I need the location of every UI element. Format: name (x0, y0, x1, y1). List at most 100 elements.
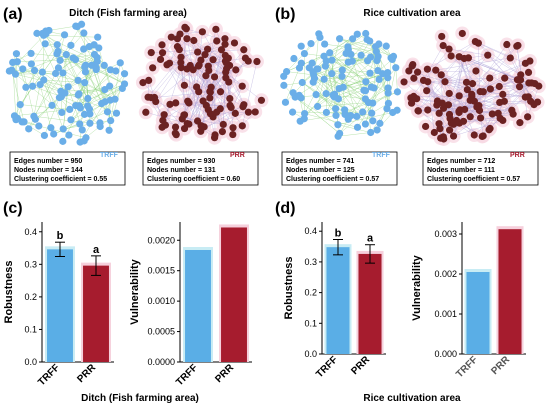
network-node (373, 126, 381, 134)
network-node (161, 121, 170, 129)
network-node (458, 29, 466, 38)
network-node (101, 98, 109, 106)
significance-letter: a (93, 244, 100, 256)
network-edge (372, 91, 398, 104)
network-node (360, 86, 368, 94)
significance-letter: b (335, 227, 342, 239)
network-node (51, 69, 60, 78)
network-node (84, 102, 92, 110)
network-node (96, 122, 104, 131)
network-node (105, 126, 113, 134)
network-node (305, 64, 313, 72)
network-node (332, 105, 340, 113)
network-node (64, 83, 72, 91)
info-box-b-trff-edges: Edges number = 741 (286, 158, 354, 165)
network-node (516, 119, 524, 127)
network-node (183, 120, 191, 128)
network-edge (36, 33, 66, 94)
network-edge (376, 112, 393, 131)
network-edge (410, 48, 450, 99)
info-box-a-trff-edges: Edges number = 950 (14, 158, 82, 165)
network-node (201, 51, 209, 59)
network-node (62, 51, 70, 59)
network-node (219, 120, 227, 129)
network-node (112, 109, 121, 117)
network-node (81, 79, 89, 87)
network-node (222, 68, 230, 76)
panel-b-title: Rice cultivation area (363, 8, 461, 19)
network-edge (395, 67, 398, 92)
x-tick-label: TRFF (36, 362, 62, 388)
network-node (338, 66, 346, 74)
network-node (106, 82, 114, 90)
network-node (384, 74, 392, 82)
network-edge (39, 84, 52, 128)
panel-label-c: (c) (3, 200, 23, 217)
network-node (55, 94, 64, 102)
network-node (27, 60, 35, 68)
network-node (313, 102, 322, 111)
network-edge (16, 53, 62, 92)
network-node (85, 43, 93, 51)
network-node (189, 66, 197, 74)
network-node (290, 54, 298, 63)
network-node (72, 22, 80, 30)
chart-c-vulnerability: 0.0000 0.0005 0.0010 0.0015 0.0020 Vulnerabil… (129, 222, 252, 388)
chart-d-vulnerability: 0.000 0.001 0.002 0.003 Vulnerability TRFF PRR (411, 222, 526, 380)
network-node (301, 110, 309, 118)
network-node (80, 45, 88, 53)
info-box-a-trff-nodes: Nodes number = 144 (14, 167, 83, 174)
network-edge (441, 74, 481, 92)
network-edge (31, 43, 46, 65)
y-tick-label: 0.001 (434, 309, 457, 319)
network-edge (62, 72, 106, 102)
network-edge (62, 54, 95, 74)
network-node (373, 57, 381, 65)
network-edge (48, 25, 76, 31)
network-node (58, 108, 66, 117)
network-node (280, 72, 288, 80)
network-node (374, 66, 382, 75)
network-edge (108, 100, 111, 131)
network-node (336, 129, 344, 138)
network-node (295, 64, 304, 72)
network-edge (339, 38, 394, 57)
network-edge (188, 75, 207, 125)
network-node (54, 64, 63, 72)
network-edge (464, 58, 526, 98)
network-edge (162, 52, 182, 68)
network-node (472, 67, 480, 75)
network-node (171, 123, 180, 131)
network-node (382, 42, 390, 50)
network-node (312, 91, 320, 99)
network-node (200, 123, 208, 131)
network-edge (403, 81, 454, 125)
network-edge (357, 102, 373, 128)
network-node (495, 82, 503, 91)
network-node (423, 65, 432, 73)
network-node (28, 82, 37, 90)
info-box-a-trff-clust: Clustering coefficient = 0.55 (14, 176, 107, 183)
network-node (106, 66, 115, 74)
network-node (212, 25, 220, 33)
network-node (366, 69, 374, 77)
info-box-b-prr-clust: Clustering coefficient = 0.57 (427, 176, 520, 183)
network-node (439, 104, 448, 112)
info-box-b-prr-name: PRR (510, 152, 525, 159)
x-tick-label: PRR (213, 362, 236, 385)
network-node (297, 42, 305, 50)
network-node (76, 120, 84, 128)
network-node (204, 62, 212, 70)
network-node (524, 113, 532, 121)
network-node (310, 71, 318, 79)
network-node (445, 89, 453, 98)
network-edge (34, 70, 63, 113)
network-node (209, 56, 217, 64)
network-node (222, 59, 230, 67)
network-node (145, 76, 153, 85)
network-edge (331, 59, 389, 94)
network-node (156, 55, 165, 64)
network-node (459, 117, 468, 125)
network-node (445, 126, 454, 134)
chart-c-robustness: 0.0 0.1 0.2 0.3 0.4 Robustness b TRFF a PRR (3, 222, 114, 388)
